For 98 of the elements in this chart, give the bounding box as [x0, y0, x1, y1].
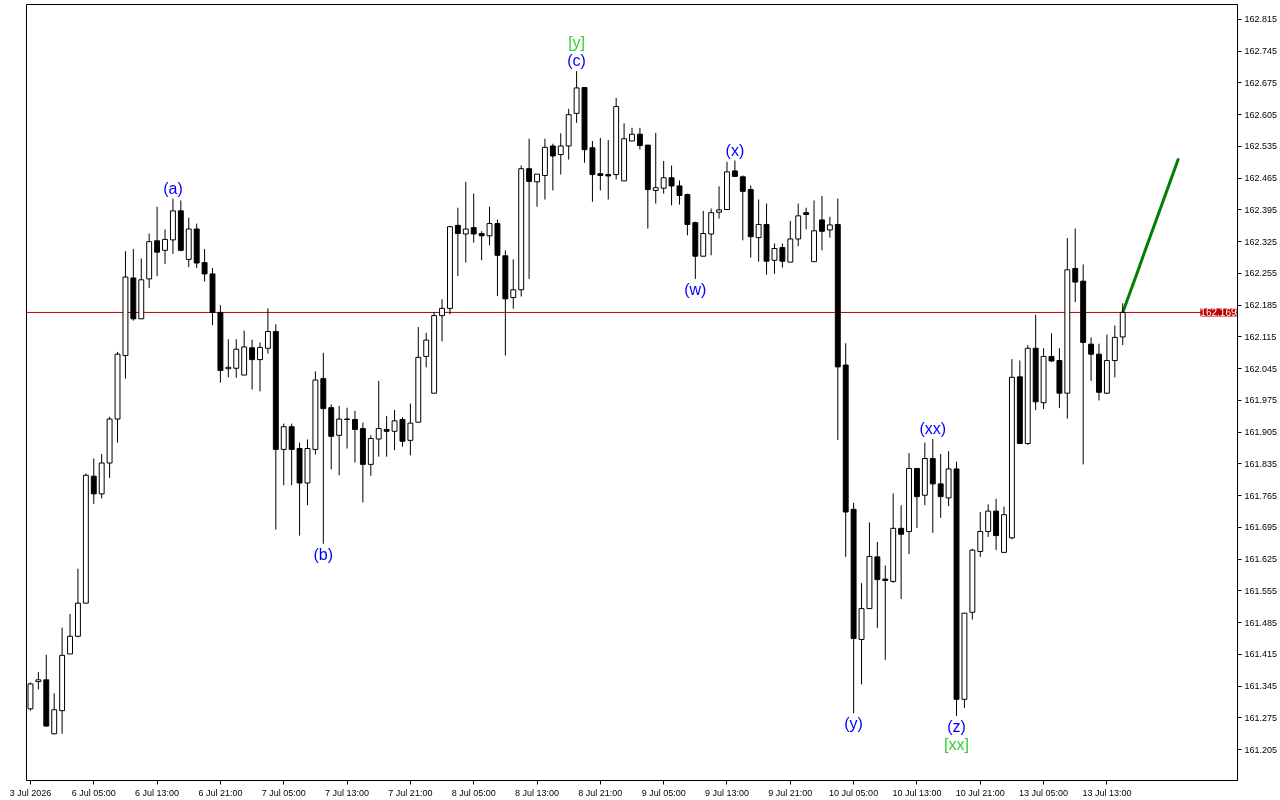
y-tick-label: 161.485	[1244, 617, 1278, 628]
candlestick	[336, 405, 343, 476]
candlestick	[257, 341, 263, 392]
candlestick	[787, 220, 794, 263]
candlestick	[454, 207, 461, 277]
x-tick-label: 9 Jul 05:00	[641, 787, 686, 798]
y-tick-label: 162.815	[1244, 14, 1278, 25]
y-tick-label: 161.275	[1244, 712, 1278, 723]
y-tick-label: 162.535	[1244, 141, 1278, 152]
y-tick-label: 162.675	[1244, 77, 1278, 88]
annotation: [y]	[568, 34, 586, 52]
candlestick	[375, 380, 382, 458]
candlestick	[162, 228, 168, 265]
candlestick	[803, 207, 810, 230]
candlestick	[985, 503, 992, 538]
candlestick	[526, 138, 533, 280]
y-tick-label: 161.625	[1244, 554, 1278, 565]
y-tick-label: 161.905	[1244, 427, 1278, 438]
annotation: (xx)	[919, 419, 947, 437]
candlestick	[1088, 336, 1095, 382]
candlestick	[1111, 325, 1118, 378]
candlestick	[90, 457, 97, 505]
candlestick	[233, 338, 240, 379]
x-tick-label: 6 Jul 13:00	[135, 787, 180, 798]
y-tick-label: 162.185	[1244, 300, 1278, 311]
x-tick-label: 10 Jul 13:00	[892, 787, 942, 798]
annotation: (a)	[163, 179, 183, 197]
candlestick	[739, 174, 746, 241]
y-tick-label: 162.045	[1244, 363, 1278, 374]
annotation: (x)	[725, 141, 745, 159]
candlestick	[352, 410, 358, 464]
annotation: (c)	[567, 52, 586, 70]
candlestick	[470, 193, 477, 244]
x-tick-label: 7 Jul 13:00	[325, 787, 370, 798]
x-tick-label: 8 Jul 13:00	[515, 787, 560, 798]
x-tick-label: 9 Jul 21:00	[768, 787, 813, 798]
candlestick	[344, 407, 351, 450]
y-tick-label: 162.745	[1244, 46, 1278, 57]
candlestick	[439, 298, 445, 342]
y-tick-label: 162.465	[1244, 173, 1278, 184]
candlestick	[201, 248, 208, 283]
x-tick-label: 9 Jul 13:00	[704, 787, 750, 798]
ref-line-label: 162.169	[1200, 307, 1237, 319]
annotation: (w)	[684, 280, 707, 298]
candlestick	[795, 203, 802, 247]
candlestick	[636, 127, 643, 151]
candlestick	[826, 216, 833, 239]
candlestick	[605, 139, 612, 201]
candlestick	[249, 339, 256, 391]
candlestick	[280, 423, 287, 486]
annotation: (y)	[844, 715, 863, 733]
annotation: [xx]	[944, 736, 969, 754]
x-tick-label: 7 Jul 05:00	[261, 787, 306, 798]
x-tick-label: 13 Jul 13:00	[1082, 787, 1132, 798]
candlestick	[264, 307, 271, 355]
x-tick-label: 10 Jul 21:00	[955, 787, 1005, 798]
x-tick-label: 8 Jul 05:00	[451, 787, 496, 798]
candlestick	[819, 195, 825, 251]
candlestick	[557, 132, 564, 176]
y-tick-label: 161.975	[1244, 395, 1278, 406]
candlestick	[882, 565, 889, 661]
candlestick	[629, 127, 635, 142]
x-tick-label: 13 Jul 05:00	[1019, 787, 1069, 798]
y-tick-label: 162.395	[1244, 204, 1278, 215]
candlestick	[154, 206, 161, 277]
candlestick	[549, 143, 556, 191]
candlestick	[67, 613, 73, 655]
annotation: (b)	[313, 545, 334, 563]
candlestick	[716, 185, 723, 220]
y-tick-label: 161.835	[1244, 458, 1278, 469]
candlestick	[1072, 228, 1079, 303]
x-tick-label: 7 Jul 21:00	[388, 787, 433, 798]
y-tick-label: 161.765	[1244, 490, 1278, 501]
candlestick	[510, 258, 517, 310]
candlestick	[423, 332, 430, 368]
y-tick-label: 161.345	[1244, 681, 1278, 692]
y-tick-label: 161.555	[1244, 585, 1278, 596]
y-tick-label: 162.325	[1244, 236, 1278, 247]
candlestick	[534, 173, 540, 208]
y-tick-label: 161.415	[1244, 649, 1278, 660]
candlestick	[977, 511, 984, 558]
y-tick-label: 162.115	[1244, 331, 1277, 342]
candlestick	[462, 181, 469, 264]
candlestick	[708, 208, 715, 256]
x-tick-label: 8 Jul 21:00	[578, 787, 623, 798]
x-tick-label: 10 Jul 05:00	[829, 787, 879, 798]
candlestick	[700, 210, 707, 257]
y-tick-label: 161.695	[1244, 522, 1278, 533]
candlestick	[731, 160, 738, 177]
candlestick	[898, 504, 905, 600]
annotation: (z)	[947, 718, 966, 736]
y-tick-label: 162.255	[1244, 268, 1278, 279]
x-tick-label: 3 Jul 2026	[9, 787, 52, 798]
candlestick	[652, 132, 659, 205]
y-tick-label: 161.205	[1244, 744, 1278, 755]
y-tick-label: 162.605	[1244, 109, 1278, 120]
x-tick-label: 6 Jul 05:00	[71, 787, 116, 798]
x-tick-label: 6 Jul 21:00	[198, 787, 243, 798]
